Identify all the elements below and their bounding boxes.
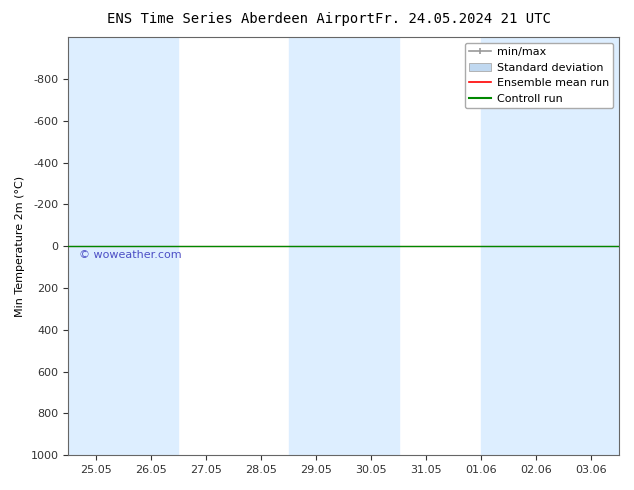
- Text: © woweather.com: © woweather.com: [79, 250, 182, 260]
- Text: Fr. 24.05.2024 21 UTC: Fr. 24.05.2024 21 UTC: [375, 12, 551, 26]
- Bar: [288, 37, 399, 455]
- Bar: [481, 37, 619, 455]
- Y-axis label: Min Temperature 2m (°C): Min Temperature 2m (°C): [15, 175, 25, 317]
- Bar: [68, 37, 178, 455]
- Legend: min/max, Standard deviation, Ensemble mean run, Controll run: min/max, Standard deviation, Ensemble me…: [465, 43, 614, 108]
- Text: ENS Time Series Aberdeen Airport: ENS Time Series Aberdeen Airport: [107, 12, 375, 26]
